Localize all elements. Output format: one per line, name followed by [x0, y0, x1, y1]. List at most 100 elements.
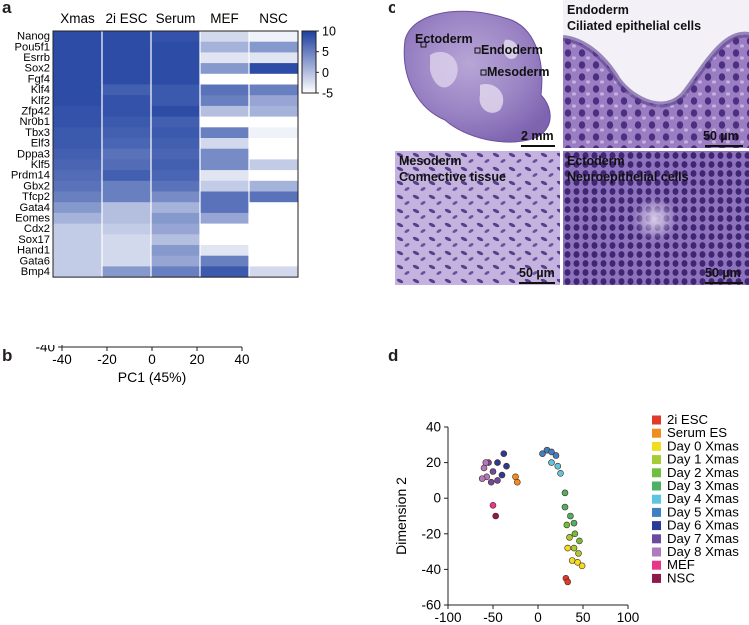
- heatmap-cell: [200, 191, 250, 203]
- heatmap-cell: [151, 245, 201, 257]
- legend-label: Day 6 Xmas: [667, 518, 739, 533]
- heatmap-chart: Xmas 2i ESC Serum MEF NSCNanogPou5f1EsrrbSox…: [11, 11, 336, 278]
- x-axis-tick-label: 100: [617, 610, 640, 625]
- panel-letter-c: c: [388, 0, 398, 17]
- heatmap-cell: [200, 223, 250, 235]
- heatmap-row-label: Esrrb: [23, 52, 50, 64]
- legend-swatch: [652, 573, 661, 583]
- heatmap-cell: [151, 31, 201, 43]
- legend-swatch: [652, 441, 661, 451]
- y-axis-tick-label: -20: [421, 526, 441, 541]
- heatmap-row-label: Sox2: [25, 63, 51, 75]
- ectoderm-subtitle: Neuroepithelial cells: [567, 170, 689, 184]
- data-point: [487, 478, 495, 486]
- legend-swatch: [652, 455, 661, 465]
- heatmap-row-label: Gata4: [20, 202, 50, 214]
- heatmap-cell: [151, 138, 201, 150]
- data-point: [548, 448, 555, 456]
- legend-label: Day 5 Xmas: [667, 504, 739, 519]
- x-axis-tick-label: 0: [148, 352, 156, 367]
- heatmap-cell: [102, 255, 152, 267]
- heatmap-cell: [200, 95, 250, 107]
- heatmap-cell: [102, 95, 152, 107]
- legend-swatch: [652, 507, 661, 517]
- heatmap-cell: [151, 84, 201, 96]
- mesoderm-title: Mesoderm: [399, 154, 462, 168]
- heatmap-cell: [102, 223, 152, 235]
- heatmap-colorbar: [301, 30, 317, 94]
- heatmap-cell: [249, 234, 299, 246]
- heatmap-cell: [53, 116, 103, 128]
- y-axis-tick-label: -40: [421, 562, 441, 577]
- heatmap-cell: [151, 95, 201, 107]
- legend-swatch: [652, 521, 661, 531]
- heatmap-cell: [249, 63, 299, 75]
- heatmap-row-label: Tfcp2: [22, 191, 50, 203]
- heatmap-cell: [200, 255, 250, 267]
- heatmap-cell: [200, 31, 250, 43]
- endoderm-title: Endoderm: [567, 3, 629, 17]
- heatmap-cell: [200, 202, 250, 214]
- heatmap-row-label: Hand1: [17, 245, 50, 257]
- heatmap-cell: [53, 180, 103, 192]
- heatmap-cell: [102, 159, 152, 171]
- histology-overview-image: Ectoderm Endoderm Mesoderm 2 mm: [395, 0, 560, 148]
- heatmap-cell: [249, 138, 299, 150]
- data-point: [574, 558, 581, 566]
- x-axis-tick-label: -100: [434, 610, 461, 625]
- heatmap-cell: [151, 105, 201, 118]
- heatmap-row-label: Gata6: [20, 255, 50, 267]
- heatmap-cell: [200, 52, 250, 64]
- overview-label-endoderm: Endoderm: [481, 43, 543, 57]
- heatmap-cell: [102, 31, 152, 43]
- heatmap-cell: [102, 212, 152, 225]
- heatmap-cell: [249, 116, 299, 128]
- heatmap-cell: [53, 202, 103, 214]
- data-point: [570, 519, 578, 527]
- heatmap-cell: [151, 127, 201, 139]
- heatmap-cell: [151, 191, 201, 203]
- heatmap-row-label: Bmp4: [21, 266, 50, 278]
- heatmap-cell: [53, 105, 103, 118]
- histology-panel: Ectoderm Endoderm Mesoderm 2 mm Endoderm…: [395, 0, 749, 285]
- heatmap-cell: [53, 245, 103, 257]
- data-point: [557, 469, 564, 477]
- heatmap-cell: [151, 52, 201, 64]
- colorbar-tick-label: -5: [322, 87, 333, 101]
- heatmap-column-label: Xmas: [60, 11, 95, 26]
- heatmap-cell: [200, 266, 250, 278]
- heatmap-cell: [151, 41, 201, 53]
- y-axis-tick-label: 20: [426, 455, 441, 470]
- data-point: [498, 471, 506, 479]
- x-axis-tick-label: -40: [52, 352, 72, 367]
- heatmap-cell: [249, 148, 299, 160]
- heatmap-column-label: Serum: [156, 11, 196, 26]
- data-point: [492, 512, 499, 520]
- heatmap-cell: [53, 95, 103, 107]
- mesoderm-subtitle: Connective tissue: [399, 170, 506, 184]
- heatmap-cell: [102, 105, 152, 118]
- heatmap-cell: [102, 234, 152, 246]
- x-axis-tick-label: 50: [575, 610, 590, 625]
- data-point: [554, 462, 562, 470]
- heatmap-row-label: Klf5: [31, 159, 50, 171]
- heatmap-cell: [200, 138, 250, 150]
- legend-label: Day 2 Xmas: [667, 465, 739, 480]
- y-axis-tick-label: -40: [35, 345, 55, 355]
- heatmap-cell: [53, 234, 103, 246]
- legend-label: Day 4 Xmas: [667, 491, 739, 506]
- legend-label: Day 0 Xmas: [667, 438, 739, 453]
- legend-swatch: [652, 547, 661, 557]
- heatmap-cell: [151, 234, 201, 246]
- heatmap-cell: [53, 255, 103, 267]
- heatmap-cell: [53, 159, 103, 171]
- heatmap-cell: [53, 138, 103, 150]
- heatmap-cell: [200, 170, 250, 182]
- heatmap-cell: [200, 234, 250, 246]
- legend-label: NSC: [667, 570, 695, 585]
- heatmap-row-label: Sox17: [18, 234, 50, 246]
- heatmap-cell: [102, 116, 152, 128]
- data-point: [494, 477, 501, 484]
- y-axis-tick-label: 40: [426, 420, 441, 435]
